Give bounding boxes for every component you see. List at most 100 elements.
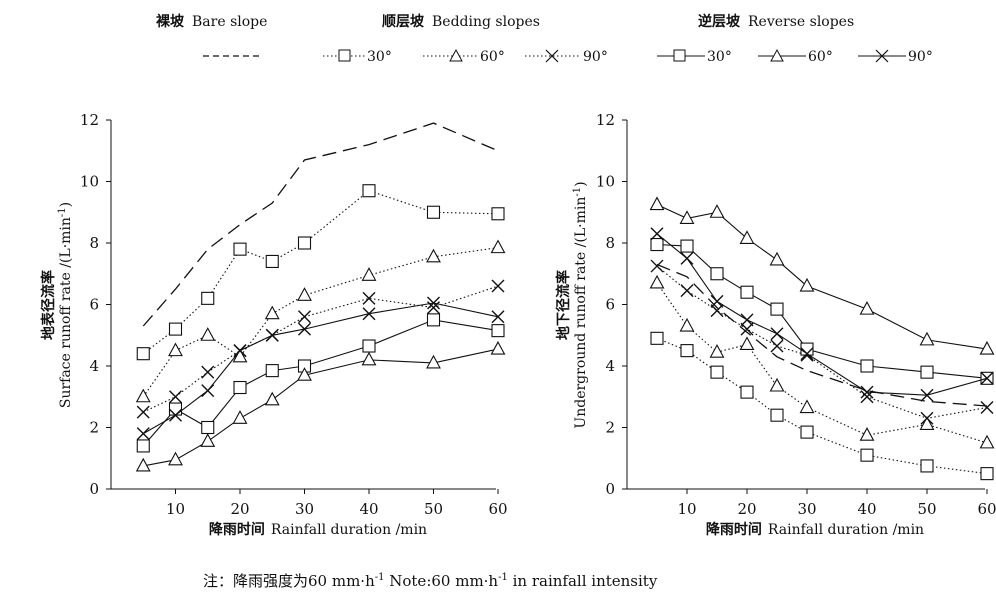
surface-bare-line (142, 122, 499, 327)
underground-bedding-90-point (650, 259, 664, 273)
surface-bedding-60-point (490, 239, 506, 254)
underground-reverse-90-point (650, 227, 664, 241)
underground-bedding-30-point (800, 425, 814, 439)
underground-bedding-30-point (650, 331, 664, 345)
surface-ticks: 0 2 4 6 8 10 12 10 20 30 40 50 60 (80, 111, 508, 518)
legend: 裸坡 Bare slope 顺层坡 Bedding slopes 逆层坡 Revers… (156, 13, 933, 65)
legend-bedding-60-label: 60° (480, 49, 505, 65)
underground-bedding-60-point (859, 427, 875, 441)
underground-y-tick-label: 0 (605, 480, 615, 498)
surface-y-tick-label: 10 (80, 173, 99, 191)
legend-bedding-90-label: 90° (583, 49, 608, 65)
surface-bedding-60-point (135, 388, 151, 403)
surface-bedding-60-point (297, 287, 312, 301)
underground-reverse-90-point (920, 388, 934, 402)
underground-reverse-90-point (680, 251, 694, 265)
underground-reverse-90-point (860, 385, 874, 399)
surface-reverse-90-point (136, 427, 150, 441)
underground-bedding-60-point (979, 434, 995, 449)
underground-bedding-90-point (740, 322, 754, 336)
surface-bedding-30-point (426, 205, 441, 219)
surface-bedding-30-point (136, 347, 150, 361)
underground-x-tick-label: 60 (977, 500, 996, 518)
underground-reverse-90-point (710, 294, 724, 308)
underground-bedding-60-point (769, 377, 785, 392)
surface-bedding-90-line (143, 285, 499, 413)
surface-runoff-chart: 0 2 4 6 8 10 12 10 20 30 40 50 60 地表径流率 Surface runo… (40, 111, 508, 538)
surface-bedding-30-point (362, 184, 376, 198)
surface-bedding-60-point (200, 327, 216, 341)
surface-reverse-60-point (264, 391, 280, 406)
underground-reverse-60-point (679, 210, 695, 224)
surface-bedding-90-point (298, 310, 311, 324)
surface-bedding-30-point (201, 291, 215, 305)
surface-reverse-60-point (135, 457, 151, 472)
surface-reverse-60-point (232, 410, 248, 424)
legend-reverse-90-marker (875, 49, 889, 63)
surface-reverse-60-line (143, 348, 499, 467)
underground-bedding-30-point (980, 467, 994, 481)
underground-x-tick-label: 40 (857, 500, 876, 518)
underground-bedding-60-point (679, 317, 695, 332)
legend-reverse-30-label: 30° (707, 49, 732, 65)
surface-reverse-30-point (362, 339, 376, 353)
underground-reverse-30-point (770, 302, 784, 316)
underground-x-tick-label: 20 (737, 500, 756, 518)
surface-bedding-90-point (362, 291, 376, 305)
surface-reverse-60-point (490, 340, 506, 355)
underground-bedding-30-point (920, 459, 934, 473)
underground-reverse-30-point (710, 267, 724, 281)
underground-y-tick-label: 12 (596, 111, 615, 129)
legend-bedding-title: 顺层坡 Bedding slopes (382, 13, 540, 30)
surface-x-tick-label: 30 (295, 500, 314, 518)
underground-reverse-60-point (799, 277, 815, 292)
surface-reverse-60-point (200, 433, 216, 447)
underground-reverse-30-point (920, 365, 934, 379)
underground-bare-line (656, 263, 988, 407)
underground-reverse-60-point (919, 331, 935, 346)
surface-bedding-30-line (142, 190, 499, 355)
surface-reverse-60-point (168, 451, 183, 466)
underground-bedding-30-point (770, 408, 784, 422)
underground-reverse-90-point (980, 371, 994, 385)
underground-reverse-30-point (650, 237, 664, 252)
underground-ticks: 0 2 4 6 8 10 12 10 20 30 40 50 60 (596, 111, 996, 518)
surface-y-tick-label: 12 (80, 111, 99, 129)
surface-reverse-30-point (201, 420, 215, 435)
surface-y-tick-label: 2 (89, 419, 99, 437)
surface-reverse-90-point (362, 307, 376, 321)
underground-bedding-90-point (980, 401, 994, 415)
underground-bedding-30-point (740, 385, 754, 399)
surface-bedding-30-point (297, 236, 312, 250)
underground-reverse-30-line (656, 243, 988, 379)
underground-bedding-90-point (680, 284, 694, 298)
underground-bedding-60-point (799, 399, 815, 414)
legend-bare-title: 裸坡 Bare slope (156, 13, 267, 30)
surface-bedding-90-point (136, 405, 150, 419)
underground-bedding-90-line (656, 265, 988, 419)
underground-reverse-60-point (769, 251, 785, 266)
legend-bedding-60-marker (449, 48, 463, 62)
underground-bedding-60-point (739, 336, 755, 351)
surface-reverse-90-point (298, 322, 311, 336)
surface-reverse-90-line (143, 302, 499, 435)
underground-y-label-en: Underground runoff rate /(L·min-1) (572, 181, 589, 428)
legend-reverse-60-marker (770, 48, 784, 62)
underground-bedding-30-point (860, 448, 874, 462)
underground-reverse-60-point (859, 300, 875, 315)
surface-bedding-60-point (361, 267, 377, 281)
underground-y-label: 地下径流率 (555, 270, 572, 340)
surface-reverse-90-point (169, 408, 182, 422)
underground-reverse-60-point (649, 196, 665, 211)
surface-reverse-60-point (361, 351, 377, 366)
surface-y-label-en: Surface runoff rate /(L·min-1) (57, 202, 74, 408)
surface-reverse-90-point (233, 344, 247, 358)
underground-bedding-60-point (649, 274, 665, 289)
surface-reverse-30-point (491, 324, 505, 338)
underground-x-tick-label: 50 (917, 500, 936, 518)
legend-bedding-30-label: 30° (367, 49, 392, 65)
underground-x-tick-label: 30 (797, 500, 816, 518)
underground-reverse-90-line (656, 233, 988, 396)
underground-x-label: 降雨时间 Rainfall duration /min (706, 521, 924, 538)
